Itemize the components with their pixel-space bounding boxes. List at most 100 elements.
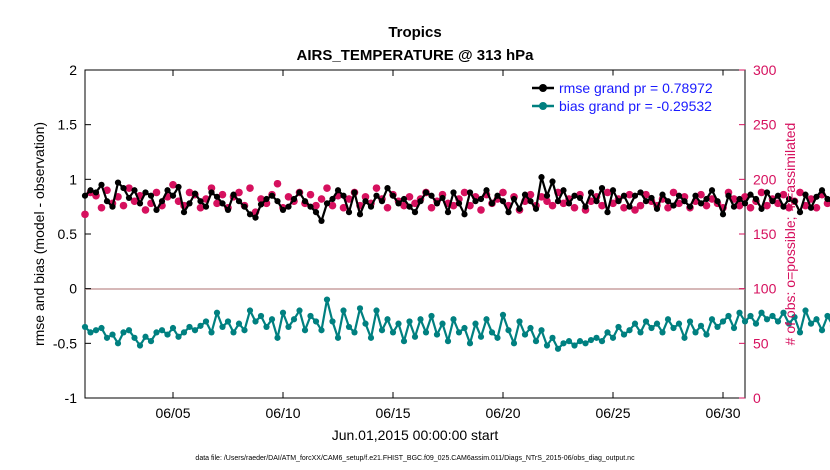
obs-assimilated-point: [796, 188, 804, 197]
bias-point: [428, 312, 435, 320]
rmse-point: [747, 191, 754, 198]
bias-point: [554, 345, 562, 352]
bias-point: [312, 318, 320, 325]
rmse-point: [131, 187, 138, 194]
obs-assimilated-point: [97, 204, 106, 212]
bias-point: [653, 320, 661, 327]
bias-point: [213, 309, 221, 316]
obs-assimilated-point: [702, 201, 711, 210]
bias-point: [411, 333, 419, 340]
rmse-point: [175, 183, 182, 191]
bias-point: [224, 318, 232, 325]
rmse-point: [725, 192, 732, 199]
bias-point: [802, 307, 809, 314]
y-right-tick-label: 200: [753, 171, 777, 187]
rmse-point: [675, 192, 683, 199]
rmse-point: [252, 214, 259, 221]
obs-assimilated-point: [587, 197, 595, 205]
bias-point: [235, 320, 243, 327]
rmse-point: [730, 203, 738, 210]
data-file-note: data file: /Users/raeder/DAI/ATM_forcXX/…: [195, 455, 635, 462]
rmse-point: [208, 189, 215, 196]
obs-assimilated-point: [636, 201, 645, 210]
x-tick-label: 06/30: [705, 405, 740, 421]
bias-point: [752, 320, 760, 327]
rmse-point: [246, 211, 254, 218]
rmse-series: [81, 174, 830, 224]
y-tick-label: 0: [69, 281, 77, 297]
obs-assimilated-point: [213, 199, 221, 207]
bias-point: [186, 323, 193, 331]
rmse-point: [444, 209, 452, 216]
bias-point: [609, 334, 617, 341]
bias-point: [774, 318, 782, 325]
rmse-point: [598, 184, 606, 192]
bias-point: [395, 320, 402, 327]
bias-point: [422, 329, 430, 336]
rmse-point: [147, 192, 155, 199]
obs-assimilated-point: [757, 188, 766, 197]
bias-point: [587, 336, 595, 344]
obs-assimilated-point: [477, 206, 485, 214]
rmse-point: [565, 200, 573, 207]
obs-assimilated-point: [675, 199, 683, 207]
rmse-point: [802, 191, 809, 198]
rmse-point: [285, 203, 292, 210]
rmse-point: [373, 192, 380, 199]
x-tick-label: 06/05: [155, 405, 190, 421]
bias-point: [499, 311, 507, 319]
rmse-point: [384, 184, 391, 192]
bias-point: [136, 342, 144, 349]
rmse-point: [455, 200, 463, 207]
bias-point: [175, 333, 182, 340]
rmse-point: [516, 205, 523, 212]
bias-point: [758, 309, 765, 316]
rmse-point: [114, 179, 122, 186]
y-tick-label: 2: [69, 62, 77, 78]
rmse-point: [571, 192, 578, 199]
rmse-point: [538, 174, 545, 181]
bias-point: [813, 316, 820, 323]
bias-point: [741, 318, 749, 325]
bias-point: [274, 334, 281, 341]
bias-point: [329, 318, 336, 325]
obs-assimilated-point: [306, 191, 315, 199]
rmse-point: [224, 206, 232, 214]
rmse-point: [637, 189, 644, 196]
bias-point: [417, 316, 424, 323]
obs-assimilated-point: [774, 199, 782, 207]
bias-point: [268, 316, 276, 323]
bias-point: [466, 340, 474, 347]
obs-assimilated-point: [196, 204, 205, 212]
rmse-point: [472, 198, 479, 205]
legend-bias-marker: [539, 102, 547, 110]
obs-assimilated-point: [708, 195, 716, 203]
bias-point: [351, 329, 358, 336]
rmse-point: [510, 195, 518, 203]
rmse-point: [296, 189, 303, 196]
rmse-point: [153, 206, 160, 214]
obs-assimilated-point: [328, 201, 337, 210]
rmse-point: [560, 187, 567, 194]
rmse-point: [461, 211, 468, 218]
obs-assimilated-point: [383, 204, 392, 212]
rmse-point: [169, 192, 177, 199]
obs-assimilated-point: [141, 206, 150, 214]
obs-assimilated-point: [323, 184, 331, 192]
rmse-point: [752, 195, 760, 203]
y-right-axis-ticks: 0 50 100 150 200 250 300: [739, 62, 777, 406]
rmse-point: [543, 192, 551, 199]
bias-point: [681, 334, 688, 341]
rmse-point: [318, 217, 325, 224]
rmse-point: [340, 192, 347, 199]
bias-point: [516, 318, 523, 325]
y-tick-label: -0.5: [53, 335, 77, 351]
bias-point: [714, 323, 721, 331]
legend-rmse-marker: [539, 84, 547, 92]
bias-point: [444, 338, 452, 345]
obs-assimilated-point: [620, 204, 628, 212]
y-right-tick-label: 0: [753, 390, 761, 406]
bias-point: [340, 307, 347, 314]
rmse-point: [230, 191, 237, 198]
bias-point: [747, 312, 754, 320]
